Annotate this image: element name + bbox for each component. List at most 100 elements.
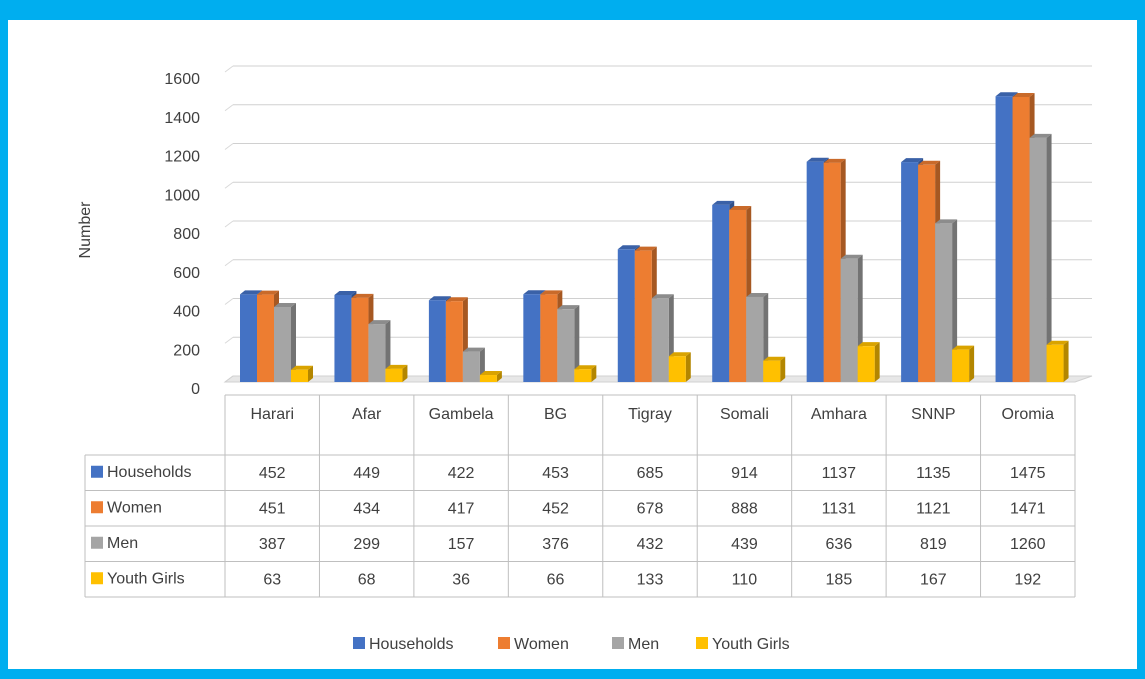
grid-line-depth [224, 259, 234, 267]
bar [918, 164, 936, 382]
bar-side [402, 364, 408, 382]
table-value: 439 [731, 536, 758, 553]
bar [1029, 137, 1047, 382]
table-value: 36 [452, 571, 470, 588]
grid-line-depth [224, 220, 234, 228]
table-value: 451 [259, 500, 286, 517]
grid-line-depth [224, 181, 234, 189]
x-tick-label: Amhara [811, 406, 867, 423]
bar-top [857, 342, 880, 347]
bar [291, 369, 308, 382]
x-tick-label: SNNP [911, 406, 955, 423]
bar-side [1046, 133, 1052, 382]
table-value: 376 [542, 536, 569, 553]
bar [840, 258, 858, 382]
bar [351, 297, 369, 382]
bar-top [291, 365, 313, 370]
bar [901, 162, 919, 382]
bar [952, 349, 970, 382]
y-tick-label: 1000 [164, 187, 200, 204]
table-value: 1471 [1010, 500, 1046, 517]
bar-top [479, 371, 502, 376]
x-tick-label: Harari [250, 406, 294, 423]
legend-key [91, 536, 103, 549]
bar-side [291, 303, 296, 382]
legend-key [91, 501, 103, 514]
legend-key [353, 637, 365, 649]
table-value: 192 [1014, 571, 1041, 588]
bar [729, 209, 747, 382]
legend-label: Men [628, 636, 659, 653]
bar-top [351, 293, 374, 298]
bar-top [445, 297, 468, 302]
legend-key [612, 637, 624, 649]
bar-top [668, 352, 691, 357]
grid-line-depth [224, 336, 234, 344]
bar [617, 249, 635, 382]
table-value: 66 [547, 571, 565, 588]
bar-top [746, 292, 769, 297]
bar-top [901, 158, 924, 163]
bar [257, 294, 274, 382]
x-tick-label: Oromia [1002, 406, 1055, 423]
row-label: Households [107, 464, 192, 481]
bar-side [969, 345, 975, 382]
x-tick-label: Tigray [628, 406, 672, 423]
bar [746, 296, 764, 382]
bar [651, 298, 669, 382]
bar [523, 294, 541, 382]
table-value: 432 [637, 536, 664, 553]
table-value: 1131 [822, 500, 857, 517]
bar [763, 360, 781, 382]
bar [540, 294, 558, 382]
bar-top [1046, 340, 1069, 345]
grid-line-depth [224, 298, 234, 305]
table-value: 422 [448, 465, 475, 482]
legend-label: Households [369, 636, 454, 653]
table-value: 1121 [916, 500, 951, 517]
bar-top [557, 305, 580, 310]
table-value: 434 [353, 500, 380, 517]
bar [557, 309, 575, 382]
table-value: 888 [731, 500, 758, 517]
bar-top [540, 290, 563, 295]
grid-line-depth [224, 65, 234, 73]
bar [1012, 96, 1030, 383]
bar [334, 295, 352, 382]
bar [857, 346, 875, 382]
bar-top [1012, 92, 1035, 97]
bar-top [428, 296, 451, 301]
bar [479, 375, 497, 382]
bar-side [685, 352, 691, 382]
bar [995, 96, 1013, 382]
table-value: 449 [353, 465, 380, 482]
grid-line-depth [224, 104, 234, 112]
row-label: Youth Girls [107, 570, 185, 587]
bar-side [496, 371, 502, 382]
bar [712, 204, 730, 382]
bar-side [780, 356, 786, 382]
y-axis-label: Number [77, 201, 94, 259]
bar-top [274, 303, 296, 308]
legend-key [498, 637, 510, 649]
row-label: Men [107, 535, 138, 552]
table-value: 167 [920, 571, 947, 588]
table-value: 452 [259, 465, 286, 482]
table-value: 1137 [822, 465, 857, 482]
table-value: 68 [358, 571, 376, 588]
table-value: 453 [542, 465, 569, 482]
y-tick-label: 200 [173, 342, 200, 359]
y-tick-label: 1600 [164, 71, 200, 88]
bar-top [918, 160, 941, 165]
bar [274, 307, 291, 382]
bar-top [257, 290, 279, 295]
legend-key [91, 465, 103, 478]
bar-top [806, 157, 829, 162]
table-value: 133 [637, 571, 664, 588]
table-value: 1260 [1010, 536, 1046, 553]
table-value: 819 [920, 536, 947, 553]
bar-top [385, 364, 408, 369]
legend-label: Youth Girls [712, 636, 790, 653]
x-tick-label: Somali [720, 406, 769, 423]
